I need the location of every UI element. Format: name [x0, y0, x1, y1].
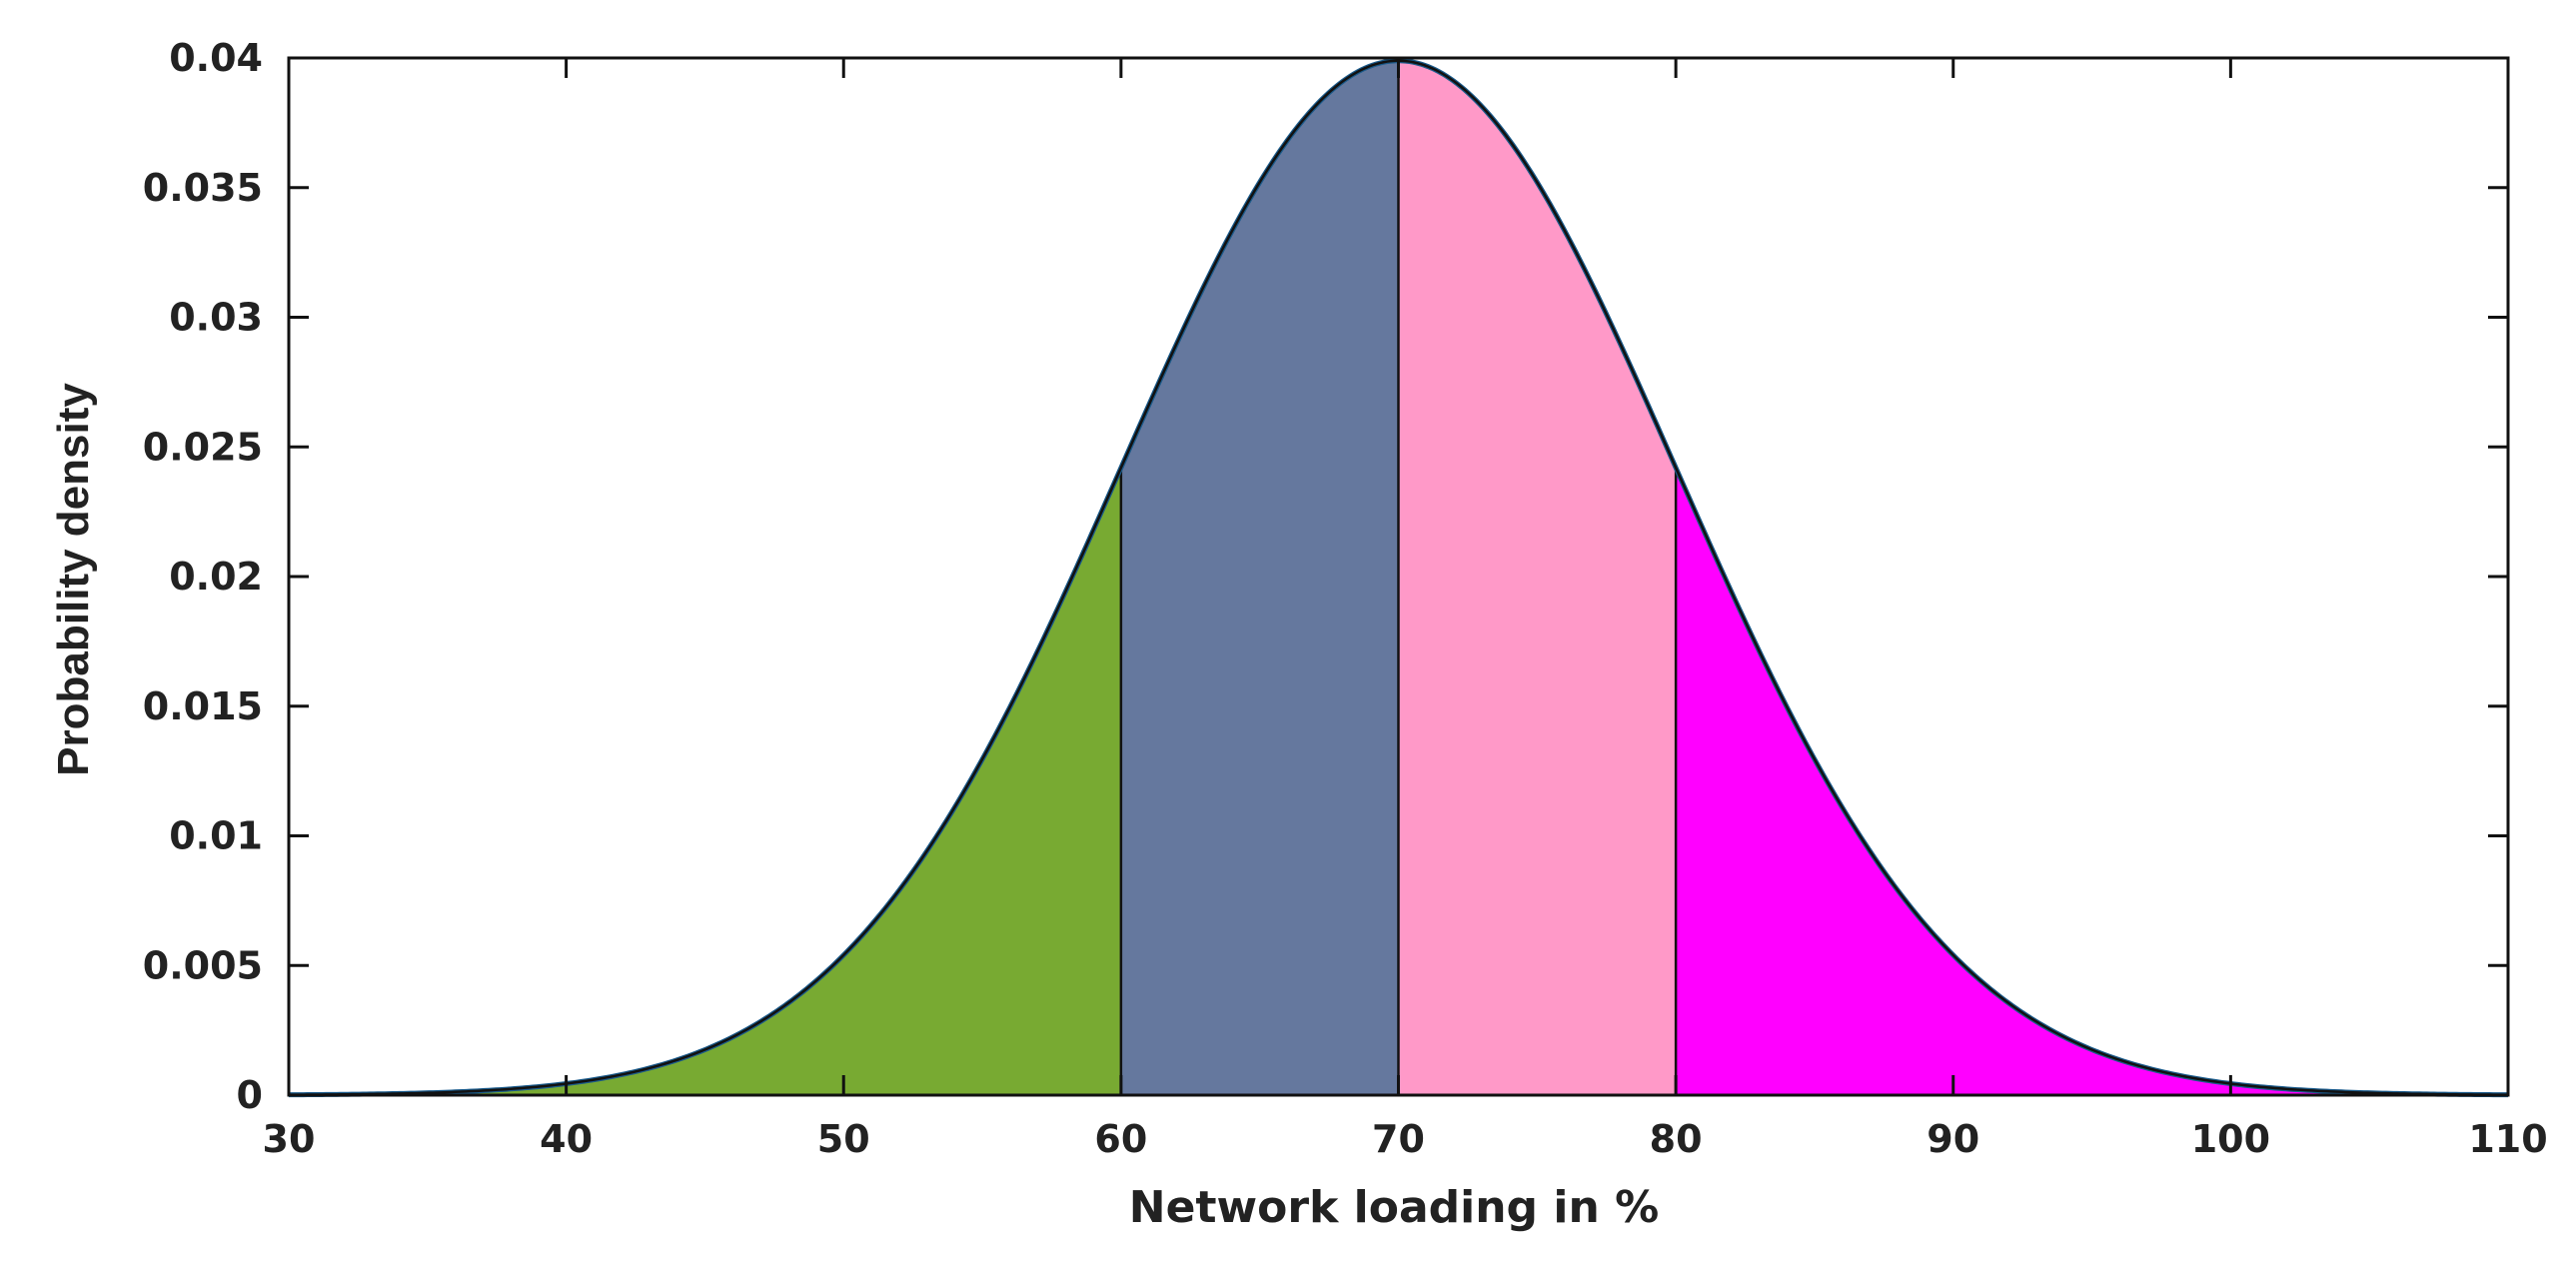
y-tick-label: 0.015 — [143, 684, 263, 728]
x-tick-label: 50 — [817, 1117, 870, 1161]
region-3 — [1398, 60, 1677, 1096]
labels-layer: 30 40 50 60 70 80 90 100 110 0 0.005 0.01 0.015 0.02 0… — [143, 36, 2548, 1161]
region-2 — [1120, 60, 1399, 1096]
x-axis-title: Network loading in % — [1129, 1182, 1659, 1233]
dividers-layer — [1119, 60, 1678, 1095]
region-4 — [1676, 468, 2508, 1096]
x-tick-label: 60 — [1094, 1117, 1147, 1161]
region-1 — [289, 468, 1121, 1096]
x-tick-label: 40 — [540, 1117, 593, 1161]
y-tick-label: 0.005 — [143, 943, 263, 987]
y-axis-title: Probability density — [49, 383, 98, 776]
x-tick-label: 70 — [1372, 1117, 1425, 1161]
x-tick-label: 80 — [1650, 1117, 1703, 1161]
x-tick-label: 110 — [2468, 1117, 2547, 1161]
y-tick-label: 0.01 — [169, 814, 263, 858]
y-tick-label: 0.04 — [169, 36, 263, 80]
x-tick-label: 30 — [263, 1117, 316, 1161]
x-tick-label: 90 — [1927, 1117, 1979, 1161]
y-tick-label: 0.02 — [169, 555, 263, 599]
y-tick-label: 0.035 — [143, 166, 263, 210]
y-tick-label: 0.025 — [143, 425, 263, 469]
x-tick-label: 100 — [2191, 1117, 2270, 1161]
ticks-layer — [287, 56, 2510, 1097]
y-tick-label: 0.03 — [169, 296, 263, 340]
y-tick-label: 0 — [237, 1073, 263, 1117]
